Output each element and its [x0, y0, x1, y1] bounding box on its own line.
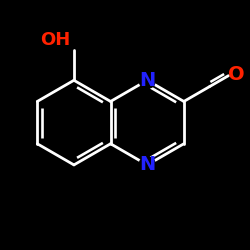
- Text: O: O: [228, 65, 244, 84]
- Text: N: N: [139, 156, 155, 174]
- Text: OH: OH: [40, 30, 70, 48]
- Circle shape: [139, 72, 156, 88]
- Text: N: N: [139, 71, 155, 90]
- Circle shape: [139, 157, 156, 173]
